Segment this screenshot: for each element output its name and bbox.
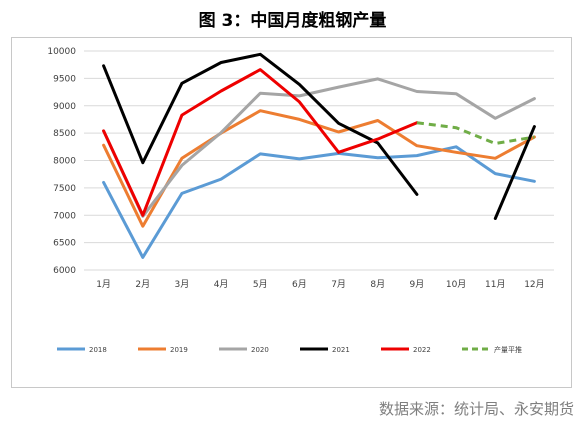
x-tick-label: 8月: [370, 279, 385, 290]
y-tick-label: 8000: [53, 157, 76, 167]
y-axis-tick-labels: 6000 6500 7000 7500 8000 8500 9000 9500 10000: [47, 47, 76, 276]
series-line-2020: [102, 77, 536, 218]
series-line-2021: [102, 52, 536, 220]
x-tick-label: 12月: [524, 279, 544, 290]
x-tick-label: 1月: [96, 279, 111, 290]
y-tick-label: 8500: [53, 129, 76, 139]
legend-label: 产量平推: [494, 345, 522, 354]
y-tick-label: 10000: [47, 47, 76, 57]
x-tick-label: 9月: [410, 279, 425, 290]
series-line-产量平推: [416, 121, 535, 145]
y-tick-label: 7500: [53, 184, 76, 194]
x-tick-label: 5月: [253, 279, 268, 290]
y-tick-label: 9500: [53, 74, 76, 84]
gridlines: [84, 50, 554, 271]
legend-label: 2022: [413, 346, 431, 354]
data-source-note: 数据来源：统计局、永安期货: [378, 400, 574, 418]
chart-frame: 6000 6500 7000 7500 8000 8500 9000 9500 10000 1月…: [11, 37, 572, 388]
y-tick-label: 6000: [53, 266, 76, 276]
legend-label: 2020: [251, 346, 269, 354]
y-tick-label: 6500: [53, 239, 76, 249]
chart-title: 图 3：中国月度粗钢产量: [198, 11, 387, 31]
x-tick-label: 3月: [175, 279, 190, 290]
x-tick-label: 10月: [446, 279, 466, 290]
x-tick-label: 11月: [485, 279, 505, 290]
series-lines: [102, 52, 536, 259]
x-tick-label: 6月: [292, 279, 307, 290]
legend-label: 2021: [332, 346, 350, 354]
y-tick-label: 7000: [53, 211, 76, 221]
line-chart: 6000 6500 7000 7500 8000 8500 9000 9500 10000 1月…: [47, 47, 554, 354]
series-line-2018: [102, 145, 536, 259]
x-tick-label: 2月: [135, 279, 150, 290]
series-line-2022: [102, 68, 419, 217]
legend-label: 2018: [89, 346, 107, 354]
x-axis-tick-labels: 1月 2月 3月 4月 5月 6月 7月 8月 9月 10月 11月 12月: [96, 279, 544, 290]
x-tick-label: 4月: [214, 279, 229, 290]
legend: 2018 2019 2020 2021 2022 产量平推: [57, 345, 522, 354]
legend-label: 2019: [170, 346, 188, 354]
y-tick-label: 9000: [53, 102, 76, 112]
x-tick-label: 7月: [331, 279, 346, 290]
